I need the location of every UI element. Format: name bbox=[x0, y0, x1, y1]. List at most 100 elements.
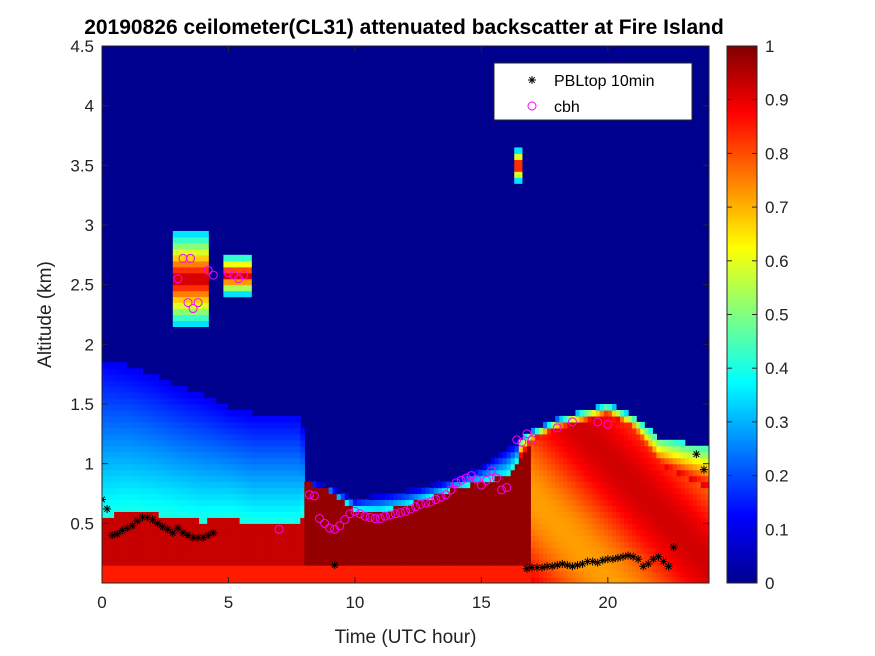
heatmap-cell bbox=[381, 571, 386, 578]
heatmap-cell bbox=[458, 475, 463, 483]
heatmap-cell bbox=[243, 517, 249, 524]
heatmap-cell bbox=[567, 577, 573, 583]
heatmap-cell bbox=[466, 511, 471, 518]
heatmap-cell bbox=[660, 529, 666, 536]
heatmap-cell bbox=[231, 469, 237, 477]
cloud-patch-cell bbox=[228, 260, 232, 268]
heatmap-cell bbox=[526, 499, 532, 507]
heatmap-cell bbox=[122, 374, 127, 381]
heatmap-cell bbox=[174, 541, 180, 548]
heatmap-cell bbox=[267, 559, 273, 566]
heatmap-cell bbox=[114, 559, 119, 566]
heatmap-cell bbox=[114, 445, 119, 453]
heatmap-cell bbox=[462, 577, 467, 583]
heatmap-cell bbox=[571, 463, 577, 471]
heatmap-cell bbox=[186, 439, 192, 447]
cloud-patch-cell bbox=[193, 260, 197, 268]
heatmap-cell bbox=[611, 535, 617, 542]
heatmap-cell bbox=[203, 553, 208, 560]
pbltop-point bbox=[659, 557, 668, 566]
heatmap-cell bbox=[494, 541, 500, 548]
heatmap-cell bbox=[227, 565, 233, 572]
heatmap-cell bbox=[672, 529, 678, 536]
heatmap-cell bbox=[102, 571, 107, 578]
heatmap-cell bbox=[656, 505, 662, 512]
heatmap-cell bbox=[251, 487, 257, 495]
asterisk-stroke bbox=[200, 534, 207, 541]
heatmap-cell bbox=[300, 439, 305, 447]
heatmap-cell bbox=[211, 577, 216, 583]
heatmap-cell bbox=[211, 409, 216, 417]
heatmap-cell bbox=[522, 523, 528, 530]
cbh-point bbox=[593, 417, 603, 427]
heatmap-cell bbox=[154, 404, 160, 411]
heatmap-cell bbox=[656, 517, 662, 524]
heatmap-cell bbox=[211, 398, 216, 405]
heatmap-cell bbox=[239, 427, 245, 435]
heatmap-cell bbox=[700, 553, 706, 560]
heatmap-cell bbox=[676, 511, 682, 518]
heatmap-cell bbox=[696, 529, 702, 536]
heatmap-cell bbox=[227, 457, 233, 465]
heatmap-cell bbox=[154, 392, 160, 399]
heatmap-cell bbox=[636, 469, 641, 477]
heatmap-cell bbox=[636, 577, 641, 583]
heatmap-cell bbox=[660, 577, 666, 583]
heatmap-cell bbox=[522, 529, 528, 536]
heatmap-cell bbox=[207, 451, 212, 459]
heatmap-cell bbox=[118, 439, 123, 447]
heatmap-cell bbox=[502, 505, 508, 512]
heatmap-cell bbox=[288, 565, 293, 572]
heatmap-cell bbox=[255, 439, 261, 447]
heatmap-cell bbox=[555, 433, 560, 441]
heatmap-cell bbox=[312, 505, 318, 512]
heatmap-cell bbox=[356, 529, 362, 536]
heatmap-cell bbox=[660, 493, 666, 501]
heatmap-cell bbox=[539, 427, 544, 435]
heatmap-cell bbox=[142, 398, 148, 405]
heatmap-cell bbox=[522, 511, 528, 518]
heatmap-cell bbox=[114, 475, 119, 483]
heatmap-cell bbox=[110, 374, 115, 381]
heatmap-cell bbox=[106, 553, 111, 560]
cloud-patch-cell bbox=[195, 254, 199, 262]
heatmap-cell bbox=[611, 577, 617, 583]
heatmap-cell bbox=[312, 523, 318, 530]
heatmap-cell bbox=[437, 493, 443, 501]
cloud-patch-cell bbox=[195, 290, 199, 298]
heatmap-cell bbox=[660, 475, 666, 483]
heatmap-cell bbox=[664, 475, 670, 483]
heatmap-cell bbox=[563, 529, 568, 536]
heatmap-cell bbox=[122, 392, 127, 399]
heatmap-cell bbox=[555, 577, 560, 583]
heatmap-cell bbox=[433, 529, 439, 536]
heatmap-cell bbox=[563, 565, 568, 572]
heatmap-cell bbox=[575, 499, 581, 507]
heatmap-cell bbox=[276, 577, 281, 583]
heatmap-cell bbox=[591, 499, 597, 507]
heatmap-cell bbox=[304, 553, 309, 560]
cloud-patch-cell bbox=[248, 272, 252, 280]
heatmap-cell bbox=[102, 386, 107, 393]
heatmap-cell bbox=[640, 427, 645, 435]
heatmap-cell bbox=[166, 386, 172, 393]
heatmap-cell bbox=[393, 535, 399, 542]
heatmap-cell bbox=[158, 463, 164, 471]
heatmap-cell bbox=[518, 451, 524, 459]
heatmap-cell bbox=[134, 535, 140, 542]
heatmap-cell bbox=[130, 511, 135, 518]
heatmap-cell bbox=[146, 565, 152, 572]
heatmap-cell bbox=[126, 433, 131, 441]
heatmap-cell bbox=[522, 547, 528, 554]
heatmap-cell bbox=[506, 529, 512, 536]
heatmap-cell bbox=[648, 463, 653, 471]
heatmap-cell bbox=[162, 475, 168, 483]
asterisk-stroke bbox=[169, 529, 176, 537]
heatmap-cell bbox=[263, 541, 269, 548]
heatmap-cell bbox=[195, 499, 200, 507]
heatmap-cell bbox=[458, 547, 463, 554]
heatmap-cell bbox=[640, 571, 645, 578]
heatmap-cell bbox=[195, 457, 200, 465]
heatmap-cell bbox=[514, 457, 520, 465]
heatmap-cell bbox=[664, 457, 670, 465]
